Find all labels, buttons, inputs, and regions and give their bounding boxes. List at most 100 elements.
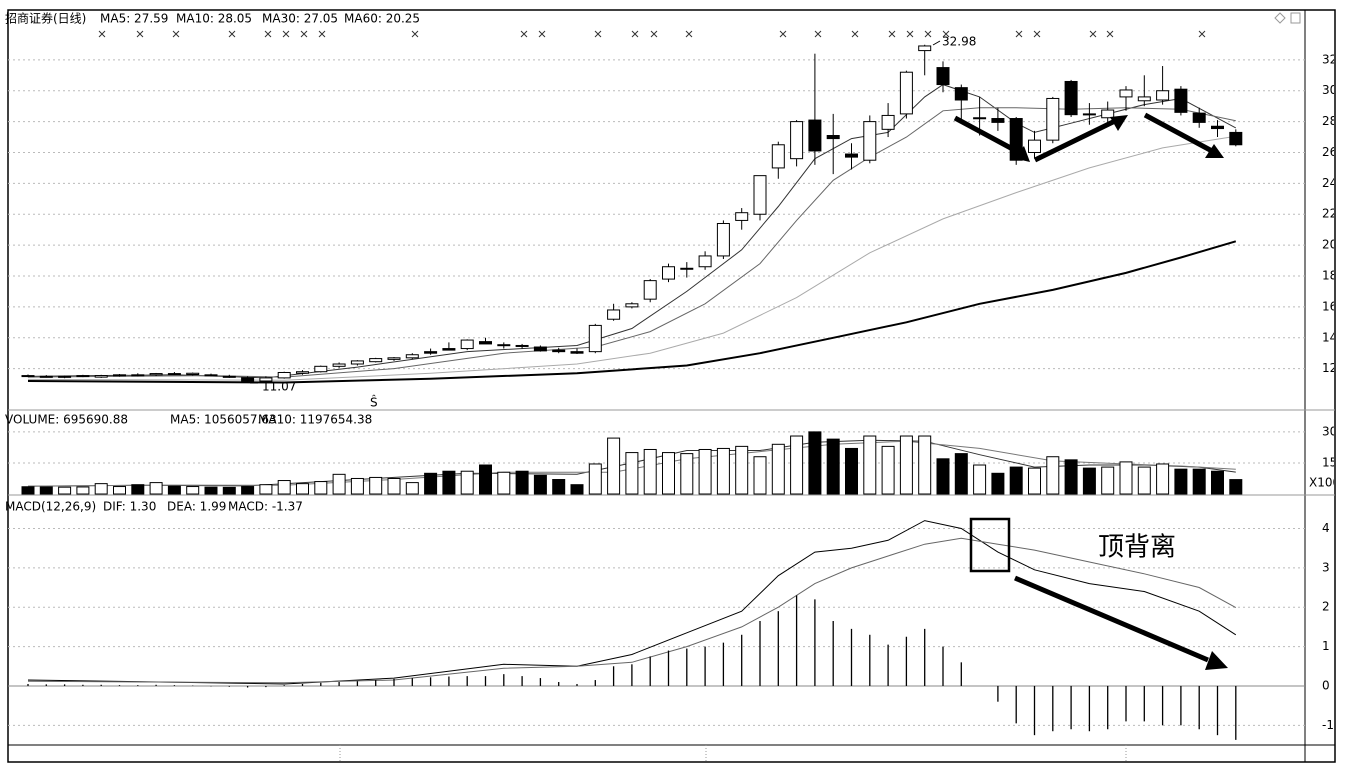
volume-bar [552, 479, 566, 495]
trend-arrow [953, 112, 1214, 663]
candle-body [881, 114, 895, 130]
candle-body [167, 373, 181, 376]
y-unit-label: X100000 [1309, 476, 1347, 490]
candle-body [588, 324, 602, 353]
event-icon [631, 30, 639, 38]
volume-bar [277, 480, 291, 495]
legend-entry: MA5: 27.59 [100, 12, 168, 26]
volume-bar [735, 445, 749, 495]
candle-body [39, 375, 53, 378]
volume-bar [149, 482, 163, 495]
volume-bar [1028, 467, 1041, 495]
volume-bar [643, 448, 657, 495]
legend-entry: MA10: 28.05 [176, 12, 252, 26]
y-tick-label: 26 [1322, 145, 1337, 159]
event-icon [228, 30, 236, 38]
volume-bar [881, 445, 895, 495]
volume-bar [479, 464, 492, 495]
panel-title: MACD(12,26,9) [5, 500, 96, 514]
y-tick-label: 30 [1322, 424, 1337, 438]
candle-body [680, 267, 694, 270]
volume-bar [991, 472, 1005, 495]
candle-body [1137, 96, 1151, 102]
toolbar-icons[interactable] [1274, 12, 1301, 24]
volume-bar [76, 486, 90, 495]
volume-bar [716, 447, 730, 495]
candle-body [662, 266, 675, 280]
volume-bar [113, 486, 126, 495]
event-icon [136, 30, 144, 38]
y-tick-label: 4 [1322, 521, 1330, 535]
candle-body [552, 349, 566, 353]
event-icon [98, 30, 106, 38]
y-tick-label: 14 [1322, 330, 1337, 344]
candle-body [936, 67, 950, 86]
candle-body [845, 153, 858, 158]
event-icon [1015, 30, 1023, 38]
y-tick-label: 20 [1322, 238, 1337, 252]
y-tick-label: -1 [1322, 718, 1334, 732]
y-tick-label: 30 [1322, 83, 1337, 97]
candle-body [1119, 89, 1133, 98]
candle-body [643, 280, 657, 300]
candle-body [698, 255, 712, 268]
highlight-box [969, 517, 1011, 573]
volume-bar [460, 470, 474, 495]
candle-body [350, 360, 364, 365]
candle-body [1101, 109, 1115, 119]
event-icon [411, 30, 419, 38]
volume-bar [515, 470, 529, 495]
candle-body [863, 121, 877, 161]
legend-entry: DEA: 1.99 [167, 500, 226, 514]
event-icon [594, 30, 602, 38]
volume-bar [570, 484, 584, 495]
candle-body [277, 371, 291, 379]
y-tick-label: 22 [1322, 207, 1337, 221]
candle-body [918, 45, 932, 52]
volume-bar [442, 470, 456, 495]
candle-body [442, 348, 456, 351]
y-tick-label: 12 [1322, 361, 1337, 375]
ma-line [27, 537, 1237, 684]
volume-bar [369, 476, 383, 495]
candle-body [826, 135, 840, 140]
candle-body [131, 374, 145, 377]
volume-bar [94, 483, 108, 495]
ma-line [27, 240, 1237, 384]
volume-bar [790, 435, 804, 495]
panel-title: 招商证券(日线) [5, 11, 86, 26]
volume-bar [863, 435, 877, 495]
volume-bar [350, 477, 364, 495]
volume-bar [58, 486, 72, 495]
volume-bar [625, 452, 639, 495]
volume-bar [424, 472, 438, 495]
volume-bar [1009, 466, 1023, 495]
candle-body [332, 363, 346, 367]
candle-body [296, 371, 309, 374]
event-icon [906, 30, 914, 38]
volume-bar [186, 486, 200, 495]
volume-bar [1211, 470, 1224, 495]
candle-body [1082, 113, 1096, 116]
event-marker: Ŝ [370, 395, 378, 410]
candle-body [241, 377, 255, 382]
volume-bar [167, 485, 181, 495]
ma-line [27, 107, 1236, 378]
event-icon [300, 30, 308, 38]
volume-bar [39, 486, 53, 495]
volume-bar [222, 486, 236, 495]
candle-body [314, 365, 328, 373]
candle-body [973, 117, 987, 120]
volume-bar [918, 435, 932, 495]
volume-bar [973, 464, 987, 495]
y-tick-label: 18 [1322, 269, 1337, 283]
event-icon [1106, 30, 1114, 38]
volume-bar [1119, 461, 1133, 495]
candle-body [259, 377, 273, 382]
event-icon [520, 30, 528, 38]
y-tick-label: 2 [1322, 600, 1330, 614]
legend-entry: MACD: -1.37 [228, 500, 303, 514]
event-icon [1089, 30, 1097, 38]
candle-body [479, 341, 492, 345]
